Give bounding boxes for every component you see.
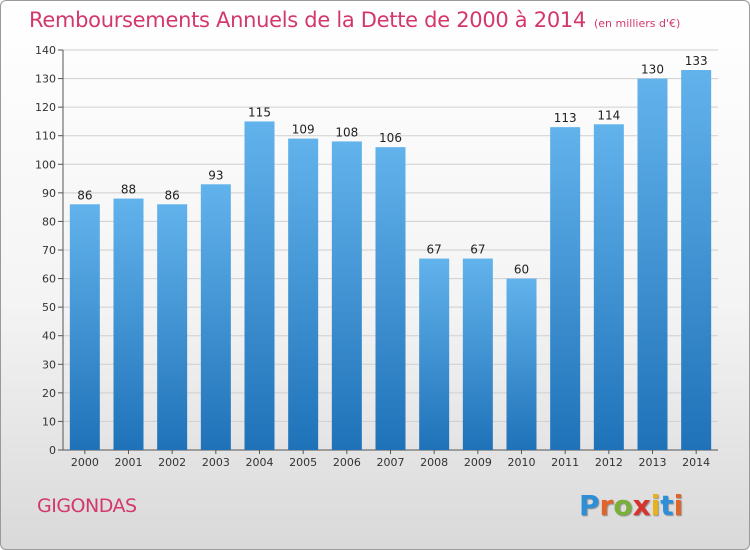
- logo-letter: P: [579, 489, 600, 522]
- x-tick-label: 2010: [508, 456, 536, 469]
- x-tick-label: 2006: [333, 456, 361, 469]
- value-label: 108: [335, 125, 358, 139]
- value-label: 130: [641, 63, 664, 77]
- value-label: 86: [165, 188, 180, 202]
- bar-2010: [506, 278, 537, 450]
- x-tick-label: 2002: [158, 456, 186, 469]
- y-tick-label: 140: [35, 44, 56, 57]
- logo-letter: t: [660, 489, 674, 522]
- x-tick-label: 2013: [639, 456, 667, 469]
- bar-2014: [681, 70, 712, 450]
- bar-2003: [200, 184, 231, 451]
- bar-2005: [288, 138, 319, 451]
- y-tick-label: 110: [35, 130, 56, 143]
- logo-letter: i: [673, 489, 684, 522]
- bar-2004: [244, 121, 275, 450]
- y-tick-label: 130: [35, 73, 56, 86]
- value-label: 67: [470, 243, 485, 257]
- bars: [69, 70, 712, 451]
- bar-2013: [637, 78, 668, 451]
- bar-2001: [113, 198, 144, 450]
- value-label: 115: [248, 105, 271, 119]
- y-tick-label: 10: [42, 415, 56, 428]
- y-tick-label: 20: [42, 387, 56, 400]
- y-tick-label: 60: [42, 273, 56, 286]
- logo-letter: r: [599, 489, 614, 522]
- y-tick-label: 90: [42, 187, 56, 200]
- value-label: 60: [514, 263, 529, 277]
- value-label: 86: [77, 188, 92, 202]
- y-tick-label: 120: [35, 101, 56, 114]
- y-tick-label: 50: [42, 301, 56, 314]
- y-tick-label: 0: [49, 444, 56, 457]
- chart-title: Remboursements Annuels de la Dette de 20…: [29, 8, 680, 32]
- bar-2002: [157, 204, 188, 450]
- value-label: 67: [427, 243, 442, 257]
- x-tick-label: 2011: [551, 456, 579, 469]
- y-tick-label: 30: [42, 358, 56, 371]
- y-tick-label: 80: [42, 215, 56, 228]
- value-label: 93: [208, 168, 223, 182]
- value-label: 133: [685, 54, 708, 68]
- x-tick-label: 2014: [682, 456, 710, 469]
- x-tick-label: 2009: [464, 456, 492, 469]
- bar-2007: [375, 147, 406, 450]
- logo-letter: o: [613, 489, 633, 522]
- x-tick-label: 2007: [377, 456, 405, 469]
- bar-2006: [331, 141, 362, 450]
- y-tick-label: 40: [42, 330, 56, 343]
- y-tick-label: 70: [42, 244, 56, 257]
- x-tick-label: 2003: [202, 456, 230, 469]
- value-label: 113: [554, 111, 577, 125]
- x-tick-label: 2012: [595, 456, 623, 469]
- bar-2008: [419, 258, 450, 450]
- value-label: 114: [597, 108, 620, 122]
- bar-2000: [69, 204, 100, 450]
- commune-name: GIGONDAS: [37, 495, 137, 517]
- x-tick-label: 2005: [289, 456, 317, 469]
- bar-2009: [462, 258, 493, 450]
- unit-note: (en milliers d'€): [594, 17, 681, 30]
- value-label: 106: [379, 131, 402, 145]
- chart-title-text: Remboursements Annuels de la Dette de 20…: [29, 8, 586, 32]
- x-tick-label: 2008: [420, 456, 448, 469]
- x-tick-label: 2001: [115, 456, 143, 469]
- logo-letter: i: [650, 489, 661, 522]
- bar-2011: [550, 127, 581, 451]
- bar-2012: [593, 124, 624, 451]
- logo-letter: x: [632, 489, 651, 522]
- labels: 86 88 86 93 115 109 108 106 67 67 60 113 114 130 133: [77, 54, 707, 277]
- value-label: 109: [292, 123, 315, 137]
- x-tick-label: 2004: [246, 456, 274, 469]
- proxiti-logo: Proxiti: [579, 489, 683, 522]
- y-tick-label: 100: [35, 158, 56, 171]
- x-tick-label: 2000: [71, 456, 99, 469]
- value-label: 88: [121, 183, 136, 197]
